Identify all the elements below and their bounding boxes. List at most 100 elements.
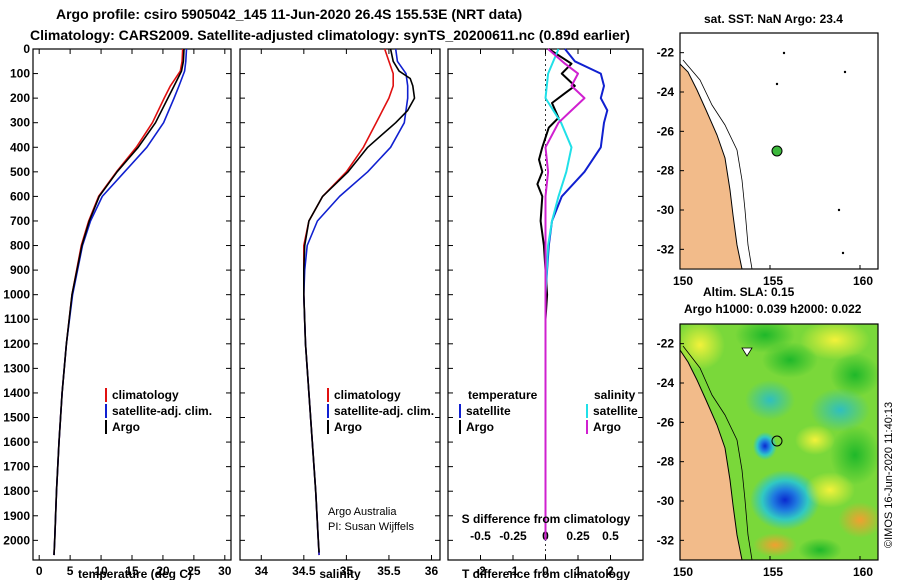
annotation-argo-australia: Argo Australia: [328, 506, 397, 518]
sla-map-island: [741, 347, 753, 357]
lat-tick-label: -24: [657, 85, 675, 99]
legend-label-satellite: satellite-adj. clim.: [112, 404, 212, 418]
sst-map-title: sat. SST: NaN Argo: 23.4: [704, 12, 843, 26]
series-line-t-argo: [536, 48, 576, 541]
s-tick-label: -0.25: [499, 529, 527, 543]
x-tick-label: 35: [340, 564, 354, 578]
depth-tick-label: 1400: [3, 386, 30, 400]
legend-label-satellite: satellite-adj. clim.: [334, 404, 434, 418]
legend-label-climatology: climatology: [112, 388, 179, 402]
series-line-argo: [302, 48, 416, 553]
x-tick-label: 36: [425, 564, 439, 578]
lon-tick-label: 150: [673, 565, 693, 579]
legend-label-argo: Argo: [112, 420, 140, 434]
legend-title-temperature: temperature: [468, 388, 538, 402]
depth-tick-label: 1600: [3, 435, 30, 449]
sst-map-island: [837, 208, 841, 212]
lat-tick-label: -22: [657, 46, 675, 60]
lat-tick-label: -28: [657, 164, 675, 178]
legend-label-s-satellite: satellite: [593, 404, 638, 418]
legend-title-salinity: salinity: [594, 388, 636, 402]
difference-plot-frame: [447, 48, 644, 561]
lat-tick-label: -32: [657, 533, 675, 547]
lat-tick-label: -26: [657, 415, 675, 429]
sla-map-land: [680, 349, 743, 560]
x-tick-label: 2: [607, 564, 614, 578]
series-line-argo: [53, 48, 185, 556]
sla-map-subtitle: Argo h1000: 0.039 h2000: 0.022: [684, 302, 862, 316]
lon-tick-label: 150: [673, 274, 693, 288]
series-line-t-satellite: [544, 48, 609, 541]
depth-tick-label: 200: [10, 91, 30, 105]
depth-tick-label: 1200: [3, 337, 30, 351]
t-difference-xlabel: T difference from climatology: [462, 567, 630, 580]
depth-tick-label: 900: [10, 263, 30, 277]
x-tick-label: 15: [125, 564, 139, 578]
s-difference-title: S difference from climatology: [462, 512, 631, 526]
depth-tick-label: 1800: [3, 484, 30, 498]
sla-map-frame: [679, 323, 879, 561]
legend-label-argo: Argo: [334, 420, 362, 434]
lat-tick-label: -32: [657, 242, 675, 256]
x-tick-label: 0: [36, 564, 43, 578]
legend-label-t-satellite: satellite: [466, 404, 511, 418]
sst-map-isobath: [682, 59, 753, 270]
sst-map-float-marker: [771, 145, 783, 157]
x-tick-label: 0: [542, 564, 549, 578]
climatology-title: Climatology: CARS2009. Satellite-adjuste…: [30, 27, 630, 43]
temperature-legend: climatology satellite-adj. clim. Argo: [105, 388, 212, 434]
sst-map-island: [841, 251, 845, 255]
temperature-plot-frame: [32, 48, 232, 561]
sst-map-island: [782, 51, 786, 55]
depth-tick-label: 100: [10, 67, 30, 81]
legend-label-s-argo: Argo: [593, 420, 621, 434]
depth-tick-label: 1900: [3, 509, 30, 523]
depth-tick-label: 300: [10, 116, 30, 130]
series-line-s-argo: [544, 48, 586, 541]
x-tick-label: 30: [218, 564, 232, 578]
x-tick-label: 10: [94, 564, 108, 578]
x-tick-label: 20: [156, 564, 170, 578]
lat-tick-label: -30: [657, 203, 675, 217]
depth-tick-label: 400: [10, 140, 30, 154]
x-tick-label: 25: [187, 564, 201, 578]
sla-map-float-marker: [771, 435, 783, 447]
x-tick-label: -1: [508, 564, 519, 578]
x-tick-label: 34: [255, 564, 269, 578]
x-tick-label: 34.5: [292, 564, 316, 578]
sst-map-land: [679, 62, 743, 270]
lat-tick-label: -30: [657, 494, 675, 508]
lon-tick-label: 160: [853, 274, 873, 288]
x-tick-label: 5: [67, 564, 74, 578]
x-tick-label: 35.5: [377, 564, 401, 578]
sst-map-island: [843, 70, 847, 74]
depth-tick-label: 500: [10, 165, 30, 179]
depth-tick-label: 1300: [3, 361, 30, 375]
series-line-satellite-adj-clim-: [302, 48, 409, 556]
profile-title: Argo profile: csiro 5905042_145 11-Jun-2…: [56, 6, 523, 22]
sla-map-isobath: [682, 345, 753, 560]
depth-tick-label: 700: [10, 214, 30, 228]
salinity-xlabel: salinity: [319, 567, 361, 580]
legend-label-t-argo: Argo: [466, 420, 494, 434]
depth-tick-label: 1000: [3, 288, 30, 302]
series-line-climatology: [302, 48, 395, 556]
sst-map-island: [775, 82, 779, 86]
lon-tick-label: 155: [763, 565, 783, 579]
series-line-s-satellite: [544, 48, 573, 541]
lat-tick-label: -26: [657, 124, 675, 138]
lon-tick-label: 160: [853, 565, 873, 579]
lat-tick-label: -24: [657, 376, 675, 390]
depth-tick-label: 800: [10, 239, 30, 253]
salinity-plot-frame: [239, 48, 441, 561]
x-tick-label: -2: [475, 564, 486, 578]
imos-credit: ©IMOS 16-Jun-2020 11:40:13: [883, 402, 895, 548]
sla-map: [680, 324, 878, 560]
depth-tick-label: 0: [23, 42, 30, 56]
depth-tick-label: 600: [10, 189, 30, 203]
difference-legend: temperature salinity satellite Argo sate…: [459, 388, 638, 434]
x-tick-label: 1: [575, 564, 582, 578]
salinity-legend: climatology satellite-adj. clim. Argo: [327, 388, 434, 434]
sst-map-frame: [679, 32, 879, 270]
